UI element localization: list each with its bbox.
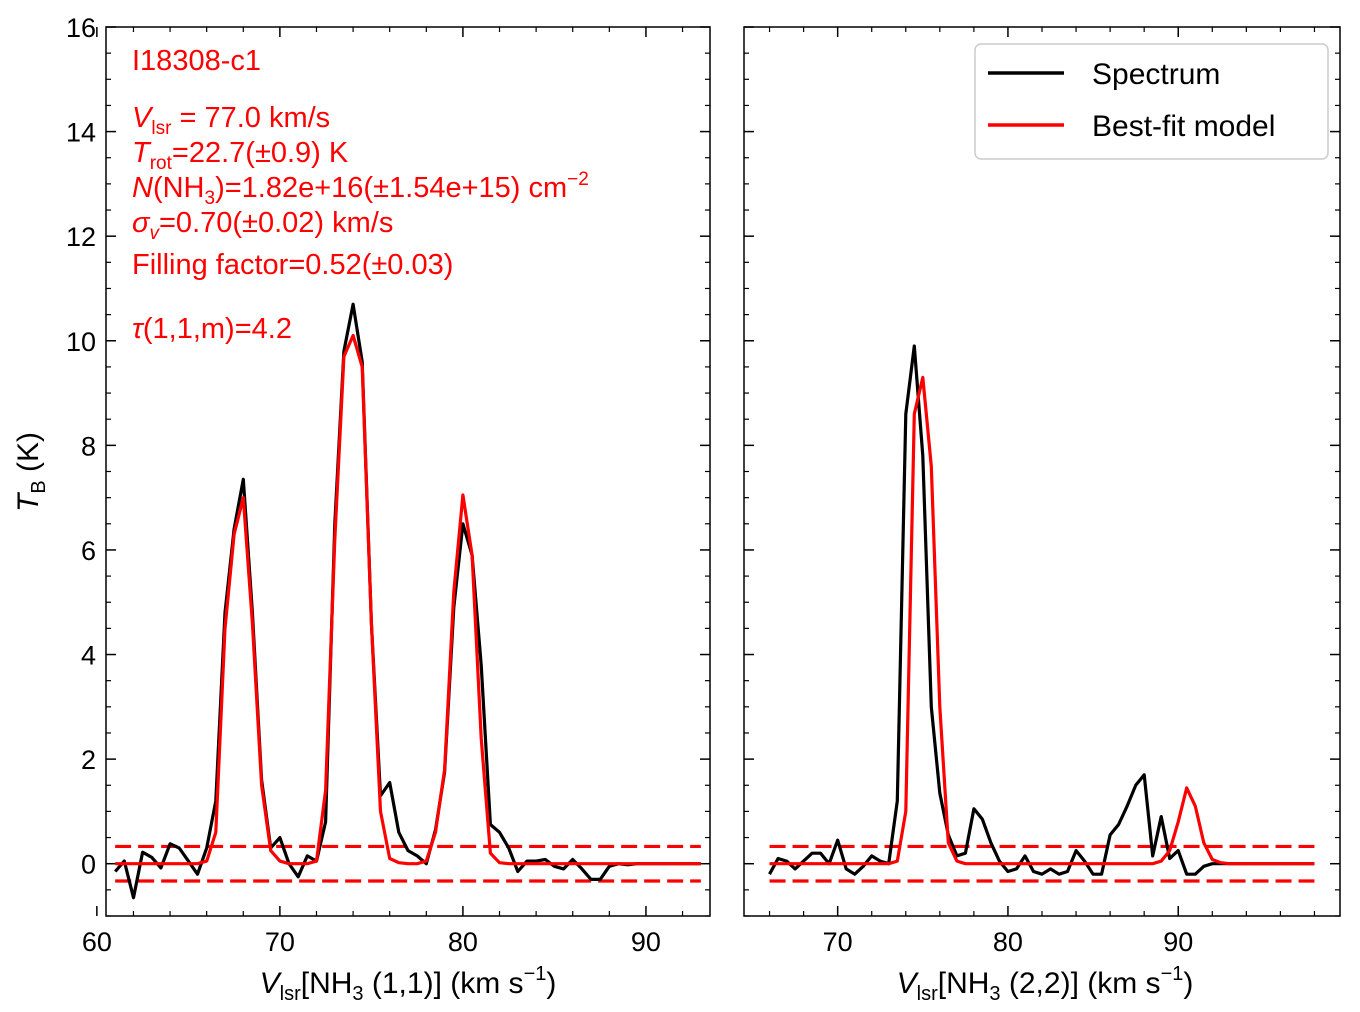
best-fit-model-line bbox=[769, 375, 1315, 866]
left-ticks: 60 70 80 90 0 2 4 6 8 10 12 14 16 bbox=[66, 13, 710, 957]
left-x-axis-label: Vlsr[NH3 (1,1)] (km s−1) bbox=[260, 963, 557, 1005]
x-tick-label: 90 bbox=[1163, 927, 1193, 957]
y-tick-label: 4 bbox=[81, 641, 96, 671]
spectrum-line bbox=[768, 344, 1315, 876]
y-tick-label: 10 bbox=[66, 327, 96, 357]
legend-spectrum-label: Spectrum bbox=[1092, 58, 1220, 91]
y-tick-label: 16 bbox=[66, 13, 96, 43]
y-axis-label: TB (K) bbox=[12, 432, 50, 512]
y-tick-label: 14 bbox=[66, 118, 96, 148]
right-ticks: 70 80 90 bbox=[744, 26, 1340, 957]
right-series bbox=[768, 344, 1315, 876]
left-series bbox=[113, 302, 701, 900]
spectrum-line bbox=[113, 302, 701, 900]
x-tick-label: 80 bbox=[993, 927, 1023, 957]
legend-model-label: Best-fit model bbox=[1092, 110, 1275, 143]
sigma-annotation: σv=0.70(±0.02) km/s bbox=[132, 207, 393, 244]
filling-factor-annotation: Filling factor=0.52(±0.03) bbox=[132, 249, 453, 281]
x-tick-label: 80 bbox=[448, 927, 478, 957]
legend: Spectrum Best-fit model bbox=[974, 43, 1329, 160]
tau-annotation: τ(1,1,m)=4.2 bbox=[132, 313, 292, 345]
fit-annotations: I18308-c1 Vlsr = 77.0 km/s Trot=22.7(±0.… bbox=[132, 45, 589, 345]
best-fit-model-line bbox=[115, 333, 701, 866]
column-density-annotation: N(NH3)=1.82e+16(±1.54e+15) cm−2 bbox=[132, 169, 589, 209]
source-name: I18308-c1 bbox=[132, 45, 261, 77]
y-tick-label: 2 bbox=[81, 745, 96, 775]
x-tick-label: 70 bbox=[265, 927, 295, 957]
x-tick-label: 60 bbox=[82, 927, 112, 957]
y-tick-label: 12 bbox=[66, 222, 96, 252]
x-tick-label: 90 bbox=[631, 927, 661, 957]
right-plot-frame bbox=[743, 26, 1341, 917]
y-tick-label: 0 bbox=[81, 850, 96, 880]
vlsr-annotation: Vlsr = 77.0 km/s bbox=[132, 102, 330, 139]
y-tick-label: 6 bbox=[81, 536, 96, 566]
trot-annotation: Trot=22.7(±0.9) K bbox=[132, 137, 349, 174]
right-x-axis-label: Vlsr[NH3 (2,2)] (km s−1) bbox=[897, 963, 1194, 1005]
x-tick-label: 70 bbox=[823, 927, 853, 957]
y-tick-label: 8 bbox=[81, 431, 96, 461]
